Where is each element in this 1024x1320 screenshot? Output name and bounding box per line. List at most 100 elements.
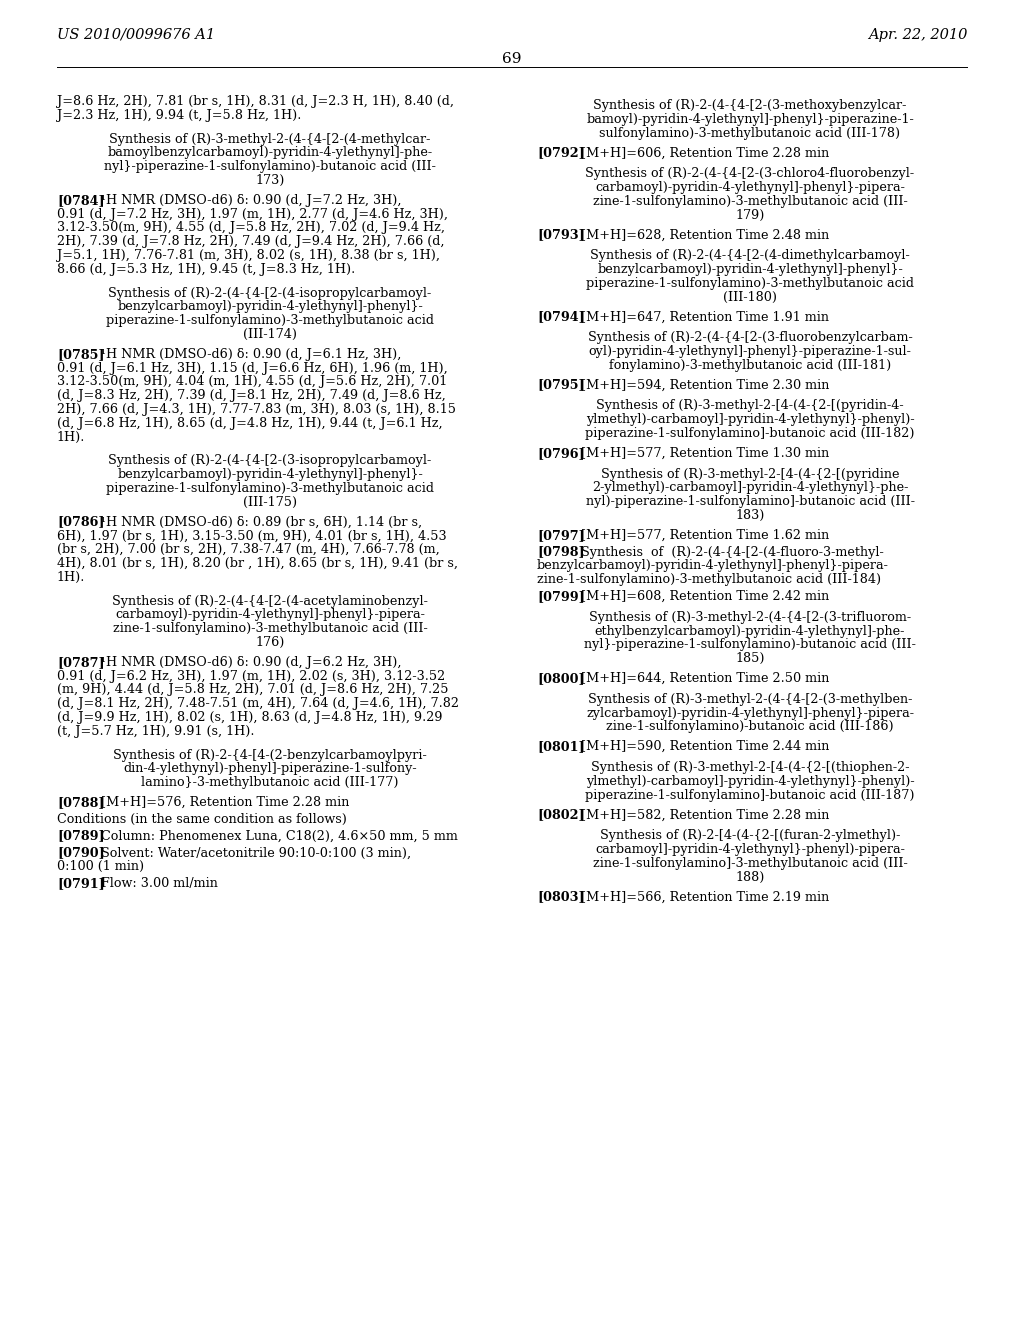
Text: Flow: 3.00 ml/min: Flow: 3.00 ml/min bbox=[101, 876, 218, 890]
Text: 4H), 8.01 (br s, 1H), 8.20 (br , 1H), 8.65 (br s, 1H), 9.41 (br s,: 4H), 8.01 (br s, 1H), 8.20 (br , 1H), 8.… bbox=[57, 557, 458, 570]
Text: J=8.6 Hz, 2H), 7.81 (br s, 1H), 8.31 (d, J=2.3 H, 1H), 8.40 (d,: J=8.6 Hz, 2H), 7.81 (br s, 1H), 8.31 (d,… bbox=[57, 95, 454, 108]
Text: (III-180): (III-180) bbox=[723, 290, 777, 304]
Text: Synthesis of (R)-3-methyl-2-(4-{4-[2-(3-methylben-: Synthesis of (R)-3-methyl-2-(4-{4-[2-(3-… bbox=[588, 693, 912, 706]
Text: carbamoyl)-pyridin-4-ylethynyl]-phenyl}-pipera-: carbamoyl)-pyridin-4-ylethynyl]-phenyl}-… bbox=[595, 181, 905, 194]
Text: zine-1-sulfonylamino)-3-methylbutanoic acid (III-: zine-1-sulfonylamino)-3-methylbutanoic a… bbox=[113, 622, 427, 635]
Text: [M+H]=577, Retention Time 1.30 min: [M+H]=577, Retention Time 1.30 min bbox=[581, 446, 829, 459]
Text: benzylcarbamoyl)-pyridin-4-ylethynyl]-phenyl}-pipera-: benzylcarbamoyl)-pyridin-4-ylethynyl]-ph… bbox=[537, 560, 889, 573]
Text: Synthesis of (R)-3-methyl-2-[4-(4-{2-[(thiophen-2-: Synthesis of (R)-3-methyl-2-[4-(4-{2-[(t… bbox=[591, 762, 909, 774]
Text: Synthesis of (R)-3-methyl-2-[4-(4-{2-[(pyridine: Synthesis of (R)-3-methyl-2-[4-(4-{2-[(p… bbox=[601, 467, 899, 480]
Text: 3.12-3.50(m, 9H), 4.04 (m, 1H), 4.55 (d, J=5.6 Hz, 2H), 7.01: 3.12-3.50(m, 9H), 4.04 (m, 1H), 4.55 (d,… bbox=[57, 375, 447, 388]
Text: zylcarbamoyl)-pyridin-4-ylethynyl]-phenyl}-pipera-: zylcarbamoyl)-pyridin-4-ylethynyl]-pheny… bbox=[586, 706, 914, 719]
Text: benzylcarbamoyl)-pyridin-4-ylethynyl]-phenyl}-: benzylcarbamoyl)-pyridin-4-ylethynyl]-ph… bbox=[597, 263, 903, 276]
Text: 1H).: 1H). bbox=[57, 430, 85, 444]
Text: [0800]: [0800] bbox=[537, 672, 585, 685]
Text: [M+H]=594, Retention Time 2.30 min: [M+H]=594, Retention Time 2.30 min bbox=[581, 379, 829, 392]
Text: [M+H]=647, Retention Time 1.91 min: [M+H]=647, Retention Time 1.91 min bbox=[581, 310, 829, 323]
Text: 176): 176) bbox=[255, 636, 285, 649]
Text: ¹H NMR (DMSO-d6) δ: 0.90 (d, J=6.1 Hz, 3H),: ¹H NMR (DMSO-d6) δ: 0.90 (d, J=6.1 Hz, 3… bbox=[101, 347, 401, 360]
Text: [0789]: [0789] bbox=[57, 829, 104, 842]
Text: [0795]: [0795] bbox=[537, 379, 585, 392]
Text: Column: Phenomenex Luna, C18(2), 4.6×50 mm, 5 mm: Column: Phenomenex Luna, C18(2), 4.6×50 … bbox=[101, 829, 458, 842]
Text: Synthesis of (R)-2-(4-{4-[2-(3-chloro4-fluorobenzyl-: Synthesis of (R)-2-(4-{4-[2-(3-chloro4-f… bbox=[586, 168, 914, 181]
Text: Synthesis of (R)-2-[4-(4-{2-[(furan-2-ylmethyl)-: Synthesis of (R)-2-[4-(4-{2-[(furan-2-yl… bbox=[600, 829, 900, 842]
Text: Synthesis of (R)-2-(4-{4-[2-(3-isopropylcarbamoyl-: Synthesis of (R)-2-(4-{4-[2-(3-isopropyl… bbox=[109, 454, 432, 467]
Text: bamoylbenzylcarbamoyl)-pyridin-4-ylethynyl]-phe-: bamoylbenzylcarbamoyl)-pyridin-4-ylethyn… bbox=[108, 147, 432, 160]
Text: (t, J=5.7 Hz, 1H), 9.91 (s, 1H).: (t, J=5.7 Hz, 1H), 9.91 (s, 1H). bbox=[57, 725, 255, 738]
Text: [0796]: [0796] bbox=[537, 446, 585, 459]
Text: Synthesis  of  (R)-2-(4-{4-[2-(4-fluoro-3-methyl-: Synthesis of (R)-2-(4-{4-[2-(4-fluoro-3-… bbox=[581, 545, 884, 558]
Text: [0798]: [0798] bbox=[537, 545, 585, 558]
Text: (d, J=9.9 Hz, 1H), 8.02 (s, 1H), 8.63 (d, J=4.8 Hz, 1H), 9.29: (d, J=9.9 Hz, 1H), 8.02 (s, 1H), 8.63 (d… bbox=[57, 711, 442, 723]
Text: [0790]: [0790] bbox=[57, 846, 104, 859]
Text: fonylamino)-3-methylbutanoic acid (III-181): fonylamino)-3-methylbutanoic acid (III-1… bbox=[609, 359, 891, 372]
Text: [0801]: [0801] bbox=[537, 741, 585, 754]
Text: (III-175): (III-175) bbox=[243, 496, 297, 508]
Text: [M+H]=576, Retention Time 2.28 min: [M+H]=576, Retention Time 2.28 min bbox=[101, 796, 349, 809]
Text: Synthesis of (R)-2-(4-{4-[2-(4-acetylaminobenzyl-: Synthesis of (R)-2-(4-{4-[2-(4-acetylami… bbox=[112, 594, 428, 607]
Text: Synthesis of (R)-2-{4-[4-(2-benzylcarbamoylpyri-: Synthesis of (R)-2-{4-[4-(2-benzylcarbam… bbox=[113, 748, 427, 762]
Text: lamino}-3-methylbutanoic acid (III-177): lamino}-3-methylbutanoic acid (III-177) bbox=[141, 776, 398, 789]
Text: [M+H]=644, Retention Time 2.50 min: [M+H]=644, Retention Time 2.50 min bbox=[581, 672, 829, 685]
Text: Synthesis of (R)-3-methyl-2-(4-{4-[2-(3-trifluorom-: Synthesis of (R)-3-methyl-2-(4-{4-[2-(3-… bbox=[589, 611, 911, 624]
Text: ethylbenzylcarbamoyl)-pyridin-4-ylethynyl]-phe-: ethylbenzylcarbamoyl)-pyridin-4-ylethyny… bbox=[595, 624, 905, 638]
Text: 8.66 (d, J=5.3 Hz, 1H), 9.45 (t, J=8.3 Hz, 1H).: 8.66 (d, J=5.3 Hz, 1H), 9.45 (t, J=8.3 H… bbox=[57, 263, 355, 276]
Text: (br s, 2H), 7.00 (br s, 2H), 7.38-7.47 (m, 4H), 7.66-7.78 (m,: (br s, 2H), 7.00 (br s, 2H), 7.38-7.47 (… bbox=[57, 544, 439, 556]
Text: 0.91 (d, J=7.2 Hz, 3H), 1.97 (m, 1H), 2.77 (d, J=4.6 Hz, 3H),: 0.91 (d, J=7.2 Hz, 3H), 1.97 (m, 1H), 2.… bbox=[57, 207, 449, 220]
Text: (m, 9H), 4.44 (d, J=5.8 Hz, 2H), 7.01 (d, J=8.6 Hz, 2H), 7.25: (m, 9H), 4.44 (d, J=5.8 Hz, 2H), 7.01 (d… bbox=[57, 684, 449, 697]
Text: bamoyl)-pyridin-4-ylethynyl]-phenyl}-piperazine-1-: bamoyl)-pyridin-4-ylethynyl]-phenyl}-pip… bbox=[586, 112, 913, 125]
Text: [M+H]=566, Retention Time 2.19 min: [M+H]=566, Retention Time 2.19 min bbox=[581, 891, 829, 903]
Text: [M+H]=577, Retention Time 1.62 min: [M+H]=577, Retention Time 1.62 min bbox=[581, 529, 829, 541]
Text: (III-174): (III-174) bbox=[243, 327, 297, 341]
Text: Conditions (in the same condition as follows): Conditions (in the same condition as fol… bbox=[57, 813, 347, 826]
Text: 183): 183) bbox=[735, 510, 765, 521]
Text: ylmethyl)-carbamoyl]-pyridin-4-ylethynyl}-phenyl)-: ylmethyl)-carbamoyl]-pyridin-4-ylethynyl… bbox=[586, 413, 914, 426]
Text: oyl)-pyridin-4-ylethynyl]-phenyl}-piperazine-1-sul-: oyl)-pyridin-4-ylethynyl]-phenyl}-pipera… bbox=[589, 345, 911, 358]
Text: [0787]: [0787] bbox=[57, 656, 104, 669]
Text: nyl)-piperazine-1-sulfonylamino]-butanoic acid (III-: nyl)-piperazine-1-sulfonylamino]-butanoi… bbox=[586, 495, 914, 508]
Text: Synthesis of (R)-3-methyl-2-(4-{4-[2-(4-methylcar-: Synthesis of (R)-3-methyl-2-(4-{4-[2-(4-… bbox=[110, 132, 431, 145]
Text: [0791]: [0791] bbox=[57, 876, 104, 890]
Text: 0.91 (d, J=6.2 Hz, 3H), 1.97 (m, 1H), 2.02 (s, 3H), 3.12-3.52: 0.91 (d, J=6.2 Hz, 3H), 1.97 (m, 1H), 2.… bbox=[57, 669, 445, 682]
Text: [0794]: [0794] bbox=[537, 310, 585, 323]
Text: (d, J=8.3 Hz, 2H), 7.39 (d, J=8.1 Hz, 2H), 7.49 (d, J=8.6 Hz,: (d, J=8.3 Hz, 2H), 7.39 (d, J=8.1 Hz, 2H… bbox=[57, 389, 445, 403]
Text: ¹H NMR (DMSO-d6) δ: 0.89 (br s, 6H), 1.14 (br s,: ¹H NMR (DMSO-d6) δ: 0.89 (br s, 6H), 1.1… bbox=[101, 516, 422, 528]
Text: 188): 188) bbox=[735, 871, 765, 883]
Text: ¹H NMR (DMSO-d6) δ: 0.90 (d, J=6.2 Hz, 3H),: ¹H NMR (DMSO-d6) δ: 0.90 (d, J=6.2 Hz, 3… bbox=[101, 656, 401, 669]
Text: carbamoyl)-pyridin-4-ylethynyl]-phenyl}-pipera-: carbamoyl)-pyridin-4-ylethynyl]-phenyl}-… bbox=[115, 609, 425, 622]
Text: [0803]: [0803] bbox=[537, 891, 585, 903]
Text: Synthesis of (R)-2-(4-{4-[2-(3-fluorobenzylcarbam-: Synthesis of (R)-2-(4-{4-[2-(3-fluoroben… bbox=[588, 331, 912, 345]
Text: Synthesis of (R)-2-(4-{4-[2-(4-isopropylcarbamoyl-: Synthesis of (R)-2-(4-{4-[2-(4-isopropyl… bbox=[109, 286, 432, 300]
Text: 0.91 (d, J=6.1 Hz, 3H), 1.15 (d, J=6.6 Hz, 6H), 1.96 (m, 1H),: 0.91 (d, J=6.1 Hz, 3H), 1.15 (d, J=6.6 H… bbox=[57, 362, 447, 375]
Text: [M+H]=628, Retention Time 2.48 min: [M+H]=628, Retention Time 2.48 min bbox=[581, 228, 829, 242]
Text: ylmethyl)-carbamoyl]-pyridin-4-ylethynyl}-phenyl)-: ylmethyl)-carbamoyl]-pyridin-4-ylethynyl… bbox=[586, 775, 914, 788]
Text: [0788]: [0788] bbox=[57, 796, 104, 809]
Text: piperazine-1-sulfonylamino]-butanoic acid (III-187): piperazine-1-sulfonylamino]-butanoic aci… bbox=[586, 788, 914, 801]
Text: zine-1-sulfonylamino)-butanoic acid (III-186): zine-1-sulfonylamino)-butanoic acid (III… bbox=[606, 721, 894, 734]
Text: Synthesis of (R)-2-(4-{4-[2-(4-dimethylcarbamoyl-: Synthesis of (R)-2-(4-{4-[2-(4-dimethylc… bbox=[590, 249, 910, 263]
Text: [M+H]=582, Retention Time 2.28 min: [M+H]=582, Retention Time 2.28 min bbox=[581, 808, 829, 821]
Text: [0785]: [0785] bbox=[57, 347, 104, 360]
Text: Apr. 22, 2010: Apr. 22, 2010 bbox=[867, 28, 967, 42]
Text: 2H), 7.39 (d, J=7.8 Hz, 2H), 7.49 (d, J=9.4 Hz, 2H), 7.66 (d,: 2H), 7.39 (d, J=7.8 Hz, 2H), 7.49 (d, J=… bbox=[57, 235, 444, 248]
Text: [M+H]=590, Retention Time 2.44 min: [M+H]=590, Retention Time 2.44 min bbox=[581, 741, 829, 754]
Text: piperazine-1-sulfonylamino)-3-methylbutanoic acid: piperazine-1-sulfonylamino)-3-methylbuta… bbox=[106, 314, 434, 327]
Text: [0797]: [0797] bbox=[537, 529, 585, 541]
Text: J=5.1, 1H), 7.76-7.81 (m, 3H), 8.02 (s, 1H), 8.38 (br s, 1H),: J=5.1, 1H), 7.76-7.81 (m, 3H), 8.02 (s, … bbox=[57, 249, 440, 261]
Text: Solvent: Water/acetonitrile 90:10-0:100 (3 min),: Solvent: Water/acetonitrile 90:10-0:100 … bbox=[101, 846, 411, 859]
Text: [M+H]=606, Retention Time 2.28 min: [M+H]=606, Retention Time 2.28 min bbox=[581, 147, 829, 160]
Text: [0784]: [0784] bbox=[57, 194, 104, 207]
Text: benzylcarbamoyl)-pyridin-4-ylethynyl]-phenyl}-: benzylcarbamoyl)-pyridin-4-ylethynyl]-ph… bbox=[117, 469, 423, 482]
Text: 1H).: 1H). bbox=[57, 570, 85, 583]
Text: sulfonylamino)-3-methylbutanoic acid (III-178): sulfonylamino)-3-methylbutanoic acid (II… bbox=[599, 127, 900, 140]
Text: zine-1-sulfonylamino]-3-methylbutanoic acid (III-: zine-1-sulfonylamino]-3-methylbutanoic a… bbox=[593, 857, 907, 870]
Text: nyl}-piperazine-1-sulfonylamino)-butanoic acid (III-: nyl}-piperazine-1-sulfonylamino)-butanoi… bbox=[584, 639, 915, 651]
Text: 2H), 7.66 (d, J=4.3, 1H), 7.77-7.83 (m, 3H), 8.03 (s, 1H), 8.15: 2H), 7.66 (d, J=4.3, 1H), 7.77-7.83 (m, … bbox=[57, 403, 456, 416]
Text: J=2.3 Hz, 1H), 9.94 (t, J=5.8 Hz, 1H).: J=2.3 Hz, 1H), 9.94 (t, J=5.8 Hz, 1H). bbox=[57, 108, 301, 121]
Text: 185): 185) bbox=[735, 652, 765, 665]
Text: [0792]: [0792] bbox=[537, 147, 585, 160]
Text: piperazine-1-sulfonylamino)-3-methylbutanoic acid: piperazine-1-sulfonylamino)-3-methylbuta… bbox=[586, 277, 914, 290]
Text: ¹H NMR (DMSO-d6) δ: 0.90 (d, J=7.2 Hz, 3H),: ¹H NMR (DMSO-d6) δ: 0.90 (d, J=7.2 Hz, 3… bbox=[101, 194, 401, 207]
Text: carbamoyl]-pyridin-4-ylethynyl}-phenyl)-pipera-: carbamoyl]-pyridin-4-ylethynyl}-phenyl)-… bbox=[595, 843, 905, 855]
Text: 179): 179) bbox=[735, 209, 765, 222]
